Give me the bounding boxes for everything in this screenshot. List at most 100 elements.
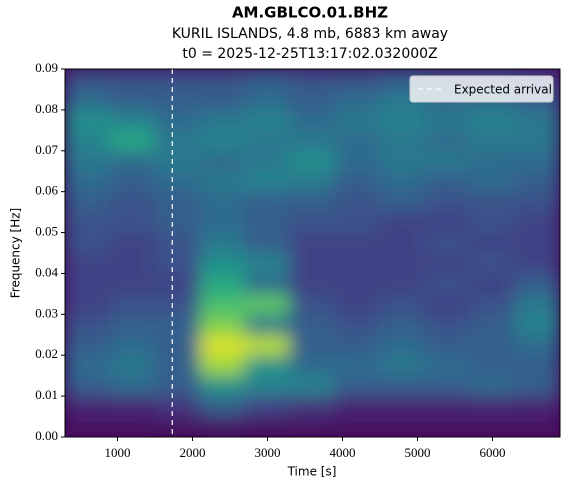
heatmap-cell	[379, 354, 426, 377]
heatmap-cell	[469, 313, 516, 336]
heatmap-cell	[154, 334, 201, 356]
heatmap-cell	[199, 354, 246, 377]
heatmap-cell	[334, 416, 381, 437]
heatmap-cell	[334, 109, 381, 131]
heatmap-cell	[514, 170, 560, 193]
heatmap-cell	[199, 88, 246, 111]
heatmap-cell	[334, 334, 381, 356]
heatmap-cell	[244, 252, 291, 274]
heatmap-cell	[154, 191, 201, 213]
heatmap-cell	[334, 211, 381, 234]
heatmap-cell	[154, 252, 201, 274]
heatmap-cell	[65, 293, 111, 315]
heatmap-cell	[289, 252, 336, 274]
heatmap-cell	[469, 150, 516, 172]
heatmap-cell	[199, 150, 246, 172]
heatmap-cell	[514, 395, 560, 418]
heatmap-cell	[65, 170, 111, 193]
heatmap-cell	[199, 129, 246, 152]
heatmap-cell	[244, 293, 291, 315]
heatmap-cell	[109, 272, 156, 295]
y-tick-label: 0.06	[35, 183, 58, 198]
heatmap-cell	[244, 150, 291, 172]
heatmap-cell	[109, 211, 156, 234]
heatmap-cell	[109, 354, 156, 377]
y-tick-label: 0.03	[35, 305, 58, 320]
heatmap-cell	[334, 88, 381, 111]
y-tick-label: 0.01	[35, 387, 58, 402]
heatmap-cell	[379, 211, 426, 234]
heatmap-cell	[469, 293, 516, 315]
heatmap-cell	[199, 109, 246, 131]
heatmap-cell	[289, 129, 336, 152]
heatmap-cell	[65, 129, 111, 152]
heatmap-cell	[154, 69, 201, 90]
heatmap-cell	[469, 232, 516, 254]
heatmap-cell	[289, 211, 336, 234]
heatmap-cell	[514, 272, 560, 295]
heatmap-cell	[199, 313, 246, 336]
heatmap-cell	[334, 293, 381, 315]
heatmap-cell	[469, 334, 516, 356]
heatmap-cell	[289, 88, 336, 111]
heatmap-cell	[154, 375, 201, 397]
overlay: Expected arrival	[171, 69, 554, 437]
heatmap-cell	[334, 232, 381, 254]
heatmap-cell	[514, 129, 560, 152]
heatmap-cell	[109, 129, 156, 152]
heatmap-cell	[424, 109, 471, 131]
plot-frame	[64, 68, 561, 438]
heatmap-cell	[154, 232, 201, 254]
heatmap-cell	[334, 69, 381, 90]
heatmap-cell	[514, 191, 560, 213]
chart-title: AM.GBLCO.01.BHZ	[232, 4, 388, 22]
heatmap-cell	[334, 129, 381, 152]
x-tick-label: 4000	[330, 445, 356, 460]
y-tick-label: 0.09	[35, 60, 58, 75]
heatmap-cell	[65, 232, 111, 254]
y-tick-label: 0.00	[35, 428, 58, 443]
heatmap-cell	[199, 416, 246, 437]
heatmap-cell	[109, 88, 156, 111]
chart-subtitle: KURIL ISLANDS, 4.8 mb, 6883 km away	[172, 26, 448, 42]
heatmap-cell	[379, 170, 426, 193]
heatmap-cell	[289, 191, 336, 213]
heatmap-cell	[65, 395, 111, 418]
heatmap-cell	[244, 129, 291, 152]
heatmap-cell	[244, 313, 291, 336]
heatmap-cell	[65, 191, 111, 213]
heatmap-cell	[424, 211, 471, 234]
heatmap-cell	[514, 252, 560, 274]
heatmap-cell	[424, 252, 471, 274]
heatmap-cell	[244, 211, 291, 234]
heatmap-cell	[334, 395, 381, 418]
heatmap-cell	[109, 375, 156, 397]
legend-box	[409, 75, 554, 103]
heatmap-cell	[424, 395, 471, 418]
heatmap-cell	[199, 191, 246, 213]
y-axis-label: Frequency [Hz]	[9, 208, 23, 299]
heatmap-cell	[514, 354, 560, 377]
heatmap-cell	[379, 191, 426, 213]
heatmap-cell	[469, 395, 516, 418]
x-tick-label: 6000	[480, 445, 506, 460]
chart-subtitle: t0 = 2025-12-25T13:17:02.032000Z	[182, 46, 437, 62]
heatmap-cell	[109, 69, 156, 90]
heatmap-cell	[65, 150, 111, 172]
y-tick-label: 0.08	[35, 101, 58, 116]
heatmap-cell	[199, 293, 246, 315]
heatmap-cell	[469, 252, 516, 274]
heatmap-cell	[65, 334, 111, 356]
heatmap-cell	[65, 416, 111, 437]
heatmap-cell	[334, 191, 381, 213]
heatmap	[65, 69, 560, 437]
heatmap-cell	[109, 191, 156, 213]
heatmap-cell	[334, 272, 381, 295]
heatmap-cell	[289, 69, 336, 90]
heatmap-cell	[109, 395, 156, 418]
heatmap-cell	[199, 395, 246, 418]
heatmap-cell	[289, 232, 336, 254]
x-tick-label: 1000	[105, 445, 131, 460]
heatmap-cell	[65, 211, 111, 234]
